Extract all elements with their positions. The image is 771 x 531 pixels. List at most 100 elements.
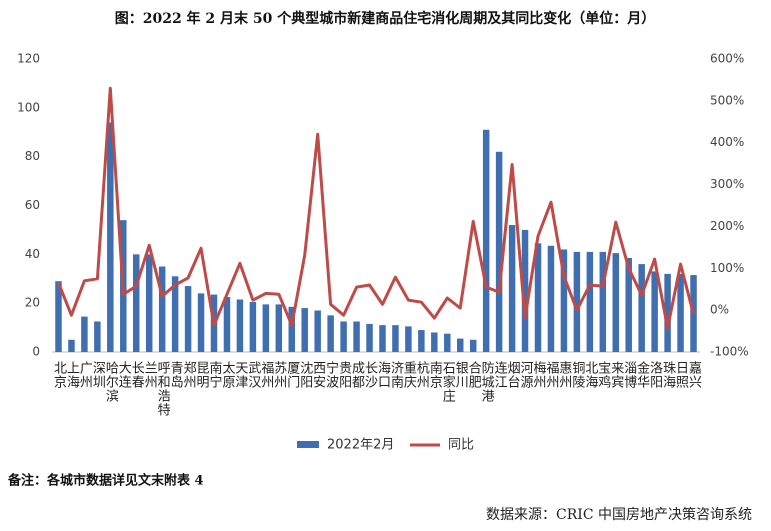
- bar: [236, 299, 244, 352]
- bar: [340, 321, 347, 352]
- bar: [444, 333, 451, 352]
- bar: [677, 273, 684, 352]
- x-tick-label: 西安: [310, 361, 326, 389]
- x-tick-label: 杭州: [414, 361, 430, 389]
- x-tick-label: 日照: [673, 361, 689, 389]
- y2-tick-label: 0%: [710, 303, 729, 317]
- x-tick-label: 梅州: [531, 361, 547, 389]
- bar: [314, 310, 321, 352]
- x-tick-label: 宝鸡: [595, 361, 611, 389]
- x-tick-label: 贵阳: [336, 361, 352, 389]
- bar: [379, 325, 386, 352]
- x-tick-label: 广州: [77, 361, 93, 389]
- x-tick-label: 石家庄: [440, 361, 456, 403]
- x-tick-label: 海口: [375, 361, 391, 389]
- bar: [508, 225, 516, 352]
- bar: [288, 306, 295, 352]
- bar: [327, 315, 334, 352]
- x-tick-label: 长沙: [362, 361, 378, 389]
- bar: [534, 243, 542, 352]
- bar: [586, 251, 594, 352]
- bar: [301, 308, 308, 352]
- x-tick-label: 沈阳: [297, 361, 313, 389]
- x-tick-label: 成都: [349, 361, 365, 389]
- x-tick-label: 防城港: [479, 360, 495, 403]
- bar: [495, 151, 503, 352]
- x-tick-label: 铜陵: [569, 361, 585, 389]
- bar: [521, 229, 529, 352]
- bar: [249, 301, 257, 352]
- bar: [262, 304, 270, 352]
- bar: [107, 122, 114, 352]
- x-tick-label: 重庆: [401, 360, 417, 389]
- bar: [197, 293, 205, 352]
- x-tick-label: 河源: [518, 361, 534, 389]
- source: 数据来源：CRIC 中国房地产决策咨询系统: [486, 506, 752, 523]
- bar: [275, 304, 283, 352]
- x-tick-label: 兰州: [142, 361, 158, 389]
- x-tick-label: 嘉兴: [686, 361, 702, 389]
- legend-label: 2022年2月: [327, 438, 394, 453]
- bar: [145, 254, 153, 352]
- bar: [469, 339, 477, 352]
- legend-swatch: [297, 441, 319, 448]
- bar: [392, 325, 399, 352]
- x-tick-label: 厦门: [284, 361, 300, 389]
- x-tick-label: 惠州: [556, 361, 572, 389]
- y-tick-label: 40: [25, 247, 40, 261]
- bar: [560, 249, 568, 352]
- bar: [651, 271, 658, 352]
- y-tick-label: 0: [32, 345, 40, 359]
- y-tick-label: 120: [17, 52, 40, 66]
- x-tick-label: 济南: [388, 361, 404, 389]
- y-tick-label: 100: [17, 100, 40, 114]
- bar: [94, 321, 101, 352]
- bar: [625, 257, 632, 352]
- bar: [638, 264, 645, 352]
- x-tick-label: 武汉: [245, 361, 261, 389]
- y2-tick-label: 300%: [710, 177, 744, 191]
- x-tick-label: 来宾: [608, 361, 624, 389]
- y2-tick-label: 400%: [710, 135, 744, 149]
- x-tick-label: 上海: [64, 361, 80, 389]
- x-tick-label: 北京: [51, 361, 66, 389]
- y2-tick-label: -100%: [710, 345, 749, 359]
- x-tick-label: 昆明: [194, 361, 209, 389]
- x-tick-label: 福州: [543, 361, 559, 389]
- bar: [418, 330, 425, 352]
- x-tick-label: 苏州: [271, 360, 287, 389]
- bar: [81, 316, 88, 352]
- x-tick-label: 珠海: [660, 361, 676, 389]
- bar: [68, 339, 75, 352]
- bar: [55, 281, 62, 352]
- y-tick-label: 20: [25, 296, 40, 310]
- legend-label: 同比: [448, 438, 474, 453]
- y2-tick-label: 500%: [710, 93, 744, 107]
- x-tick-label: 福州: [258, 361, 274, 389]
- x-tick-label: 淄博: [621, 361, 637, 389]
- x-tick-label: 郑州: [181, 361, 197, 389]
- x-tick-label: 天津: [232, 361, 248, 389]
- x-tick-label: 烟台: [505, 361, 521, 389]
- x-tick-label: 太原: [219, 361, 235, 389]
- y2-tick-label: 200%: [710, 219, 744, 233]
- x-tick-label: 长春: [129, 361, 145, 389]
- x-tick-label: 呼和浩特: [155, 361, 171, 417]
- line: [57, 86, 695, 330]
- x-tick-label: 南京: [427, 360, 443, 389]
- note: 备注：各城市数据详见文末附表 4: [7, 473, 204, 489]
- x-tick-label: 大连: [116, 361, 132, 389]
- x-tick-label: 宁波: [323, 360, 339, 389]
- x-tick-label: 合肥: [466, 361, 482, 389]
- bar: [158, 266, 166, 352]
- bar: [599, 251, 607, 352]
- x-tick-label: 银川: [453, 361, 469, 389]
- bar: [366, 323, 373, 352]
- x-tick-label: 北海: [582, 361, 598, 389]
- bar: [664, 273, 671, 352]
- bar: [431, 332, 438, 352]
- bar: [457, 338, 464, 352]
- bar: [612, 253, 619, 352]
- bar: [547, 245, 555, 352]
